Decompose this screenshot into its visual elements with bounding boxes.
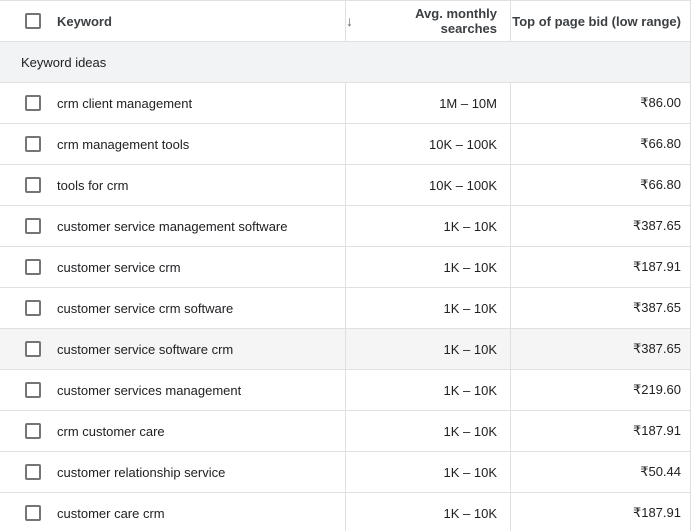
avg-monthly-searches-value: 1K – 10K — [345, 452, 510, 492]
top-of-page-bid-value: ₹187.91 — [510, 247, 690, 287]
avg-monthly-searches-column-header[interactable]: Avg. monthly searches — [415, 6, 497, 36]
table-body: crm client management 1M – 10M ₹86.00 cr… — [0, 83, 690, 531]
avg-monthly-searches-value: 1K – 10K — [345, 288, 510, 328]
row-checkbox[interactable] — [25, 382, 41, 398]
row-checkbox[interactable] — [25, 505, 41, 521]
row-checkbox[interactable] — [25, 300, 41, 316]
top-of-page-bid-value: ₹50.44 — [510, 452, 690, 492]
section-keyword-ideas: Keyword ideas — [0, 42, 690, 83]
avg-monthly-searches-value: 1K – 10K — [345, 247, 510, 287]
top-of-page-bid-value: ₹187.91 — [510, 493, 690, 531]
top-of-page-bid-column-header[interactable]: Top of page bid (low range) — [512, 13, 681, 29]
top-of-page-bid-value: ₹387.65 — [510, 329, 690, 369]
avg-monthly-searches-value: 1K – 10K — [345, 206, 510, 246]
keyword-cell: customer services management — [0, 370, 345, 410]
top-of-page-bid-value: ₹66.80 — [510, 124, 690, 164]
row-checkbox[interactable] — [25, 136, 41, 152]
avg-monthly-searches-value: 1K – 10K — [345, 329, 510, 369]
row-checkbox[interactable] — [25, 464, 41, 480]
keyword-label: customer relationship service — [57, 464, 226, 480]
keyword-cell: crm customer care — [0, 411, 345, 451]
row-checkbox[interactable] — [25, 218, 41, 234]
keyword-cell: customer service software crm — [0, 329, 345, 369]
keyword-cell: customer service management software — [0, 206, 345, 246]
keyword-label: customer service crm software — [57, 300, 234, 316]
row-checkbox[interactable] — [25, 177, 41, 193]
header-keyword-cell: Keyword — [0, 1, 345, 41]
keyword-label: crm customer care — [57, 423, 165, 439]
table-header-row: Keyword ↓ Avg. monthly searches Top of p… — [0, 1, 690, 42]
keyword-label: customer care crm — [57, 505, 165, 521]
top-of-page-bid-value: ₹187.91 — [510, 411, 690, 451]
avg-monthly-searches-value: 1K – 10K — [345, 370, 510, 410]
table-row[interactable]: crm customer care 1K – 10K ₹187.91 — [0, 411, 690, 452]
keyword-cell: customer service crm — [0, 247, 345, 287]
table-row[interactable]: crm management tools 10K – 100K ₹66.80 — [0, 124, 690, 165]
keyword-cell: tools for crm — [0, 165, 345, 205]
top-of-page-bid-value: ₹219.60 — [510, 370, 690, 410]
avg-monthly-searches-value: 1M – 10M — [345, 83, 510, 123]
keyword-cell: customer relationship service — [0, 452, 345, 492]
avg-monthly-searches-value: 1K – 10K — [345, 411, 510, 451]
table-row[interactable]: customer service software crm 1K – 10K ₹… — [0, 329, 690, 370]
top-of-page-bid-value: ₹387.65 — [510, 206, 690, 246]
table-row[interactable]: customer service crm 1K – 10K ₹187.91 — [0, 247, 690, 288]
avg-monthly-searches-value: 1K – 10K — [345, 493, 510, 531]
table-row[interactable]: customer relationship service 1K – 10K ₹… — [0, 452, 690, 493]
table-row[interactable]: customer services management 1K – 10K ₹2… — [0, 370, 690, 411]
select-all-checkbox[interactable] — [25, 13, 41, 29]
keyword-label: customer service software crm — [57, 341, 234, 357]
top-of-page-bid-value: ₹387.65 — [510, 288, 690, 328]
keyword-label: tools for crm — [57, 177, 129, 193]
row-checkbox[interactable] — [25, 423, 41, 439]
row-checkbox[interactable] — [25, 341, 41, 357]
avg-monthly-searches-value: 10K – 100K — [345, 165, 510, 205]
header-top-of-page-bid-cell[interactable]: Top of page bid (low range) — [510, 1, 690, 41]
row-checkbox[interactable] — [25, 259, 41, 275]
keyword-label: crm client management — [57, 95, 193, 111]
keyword-label: customer service crm — [57, 259, 181, 275]
section-label: Keyword ideas — [21, 54, 107, 70]
keyword-column-header[interactable]: Keyword — [57, 13, 112, 29]
table-row[interactable]: tools for crm 10K – 100K ₹66.80 — [0, 165, 690, 206]
top-of-page-bid-value: ₹86.00 — [510, 83, 690, 123]
top-of-page-bid-value: ₹66.80 — [510, 165, 690, 205]
keyword-label: customer services management — [57, 382, 242, 398]
table-row[interactable]: customer service crm software 1K – 10K ₹… — [0, 288, 690, 329]
keyword-cell: crm management tools — [0, 124, 345, 164]
keyword-cell: customer care crm — [0, 493, 345, 531]
table-row[interactable]: customer care crm 1K – 10K ₹187.91 — [0, 493, 690, 531]
sort-descending-icon[interactable]: ↓ — [346, 13, 353, 29]
table-row[interactable]: customer service management software 1K … — [0, 206, 690, 247]
header-avg-monthly-searches-cell[interactable]: ↓ Avg. monthly searches — [345, 1, 510, 41]
keyword-label: customer service management software — [57, 218, 288, 234]
keyword-cell: customer service crm software — [0, 288, 345, 328]
keyword-cell: crm client management — [0, 83, 345, 123]
avg-monthly-searches-value: 10K – 100K — [345, 124, 510, 164]
row-checkbox[interactable] — [25, 95, 41, 111]
keyword-label: crm management tools — [57, 136, 190, 152]
table-row[interactable]: crm client management 1M – 10M ₹86.00 — [0, 83, 690, 124]
